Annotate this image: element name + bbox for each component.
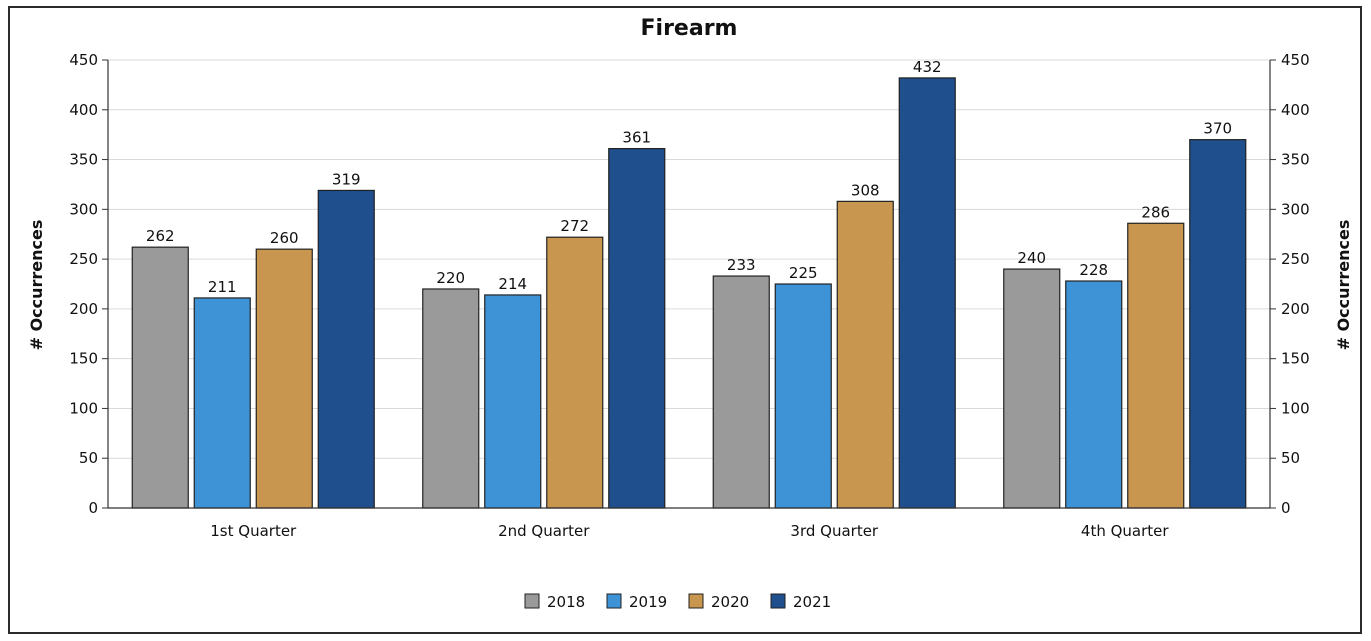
y-tick-label-left: 300 [69, 200, 98, 218]
data-label: 220 [436, 269, 465, 287]
data-label: 233 [727, 256, 756, 274]
y-tick-label-right: 350 [1281, 151, 1310, 169]
data-label: 308 [851, 181, 880, 199]
x-tick-label: 3rd Quarter [790, 522, 879, 540]
data-label: 361 [622, 129, 651, 147]
y-tick-label-left: 150 [69, 350, 98, 368]
bar-2020-q1 [255, 248, 313, 509]
y-tick-label-right: 100 [1281, 399, 1310, 417]
data-label: 225 [789, 264, 818, 282]
data-label: 228 [1079, 261, 1108, 279]
bar-2018-q1 [131, 246, 189, 509]
y-tick-label-left: 0 [88, 499, 98, 517]
data-label: 319 [332, 170, 361, 188]
y-axis-label-left: # Occurrences [27, 220, 46, 351]
data-label: 260 [270, 229, 299, 247]
data-label: 240 [1017, 249, 1046, 267]
bar-2021-q2 [608, 148, 666, 509]
legend-label-2020: 2020 [711, 593, 749, 611]
bar-2018-q3 [712, 275, 770, 509]
y-tick-label-left: 350 [69, 151, 98, 169]
y-tick-label-left: 450 [69, 51, 98, 69]
legend-swatch-2019 [606, 593, 622, 609]
legend-swatch-2021 [770, 593, 786, 609]
bar-2021-q3 [898, 77, 956, 509]
data-label: 432 [913, 58, 942, 76]
bar-2019-q1 [193, 297, 251, 509]
y-tick-label-right: 50 [1281, 449, 1300, 467]
data-label: 286 [1141, 203, 1170, 221]
y-tick-label-left: 200 [69, 300, 98, 318]
axes: 0 0 50 50 100 100 150 150 200 200 250 250 300 300 350 3… [69, 51, 1309, 540]
y-tick-label-left: 100 [69, 399, 98, 417]
y-axis-label-right: # Occurrences [1334, 220, 1353, 351]
bar-2018-q2 [422, 288, 480, 509]
bar-2021-q1 [317, 189, 375, 509]
y-tick-label-right: 300 [1281, 200, 1310, 218]
y-tick-label-right: 250 [1281, 250, 1310, 268]
bar-2019-q2 [484, 294, 542, 509]
data-label: 211 [208, 278, 237, 296]
data-label: 272 [560, 217, 589, 235]
bar-2019-q4 [1065, 280, 1123, 509]
y-tick-label-left: 50 [79, 449, 98, 467]
data-label: 370 [1203, 120, 1232, 138]
legend-swatch-2018 [524, 593, 540, 609]
bar-2020-q3 [836, 200, 894, 509]
y-tick-label-right: 0 [1281, 499, 1291, 517]
data-label: 214 [498, 275, 527, 293]
y-tick-label-left: 250 [69, 250, 98, 268]
legend-label-2019: 2019 [629, 593, 667, 611]
bar-2020-q2 [546, 236, 604, 509]
bar-2019-q3 [774, 283, 832, 509]
x-tick-label: 4th Quarter [1081, 522, 1169, 540]
bar-2018-q4 [1003, 268, 1061, 509]
y-tick-label-right: 150 [1281, 350, 1310, 368]
legend-swatch-2020 [688, 593, 704, 609]
y-tick-label-left: 400 [69, 101, 98, 119]
y-tick-label-right: 400 [1281, 101, 1310, 119]
legend-label-2018: 2018 [547, 593, 585, 611]
x-tick-label: 1st Quarter [210, 522, 297, 540]
y-tick-label-right: 450 [1281, 51, 1310, 69]
legend: 2018 2019 2020 2021 [524, 593, 831, 611]
bar-2020-q4 [1127, 222, 1185, 509]
x-tick-label: 2nd Quarter [498, 522, 590, 540]
bar-2021-q4 [1189, 139, 1247, 509]
y-tick-label-right: 200 [1281, 300, 1310, 318]
data-label: 262 [146, 227, 175, 245]
legend-label-2021: 2021 [793, 593, 831, 611]
chart-title: Firearm [641, 16, 738, 41]
bars: 262 211 260 319 220 214 272 361 233 225 308 432 240 2… [131, 58, 1247, 509]
